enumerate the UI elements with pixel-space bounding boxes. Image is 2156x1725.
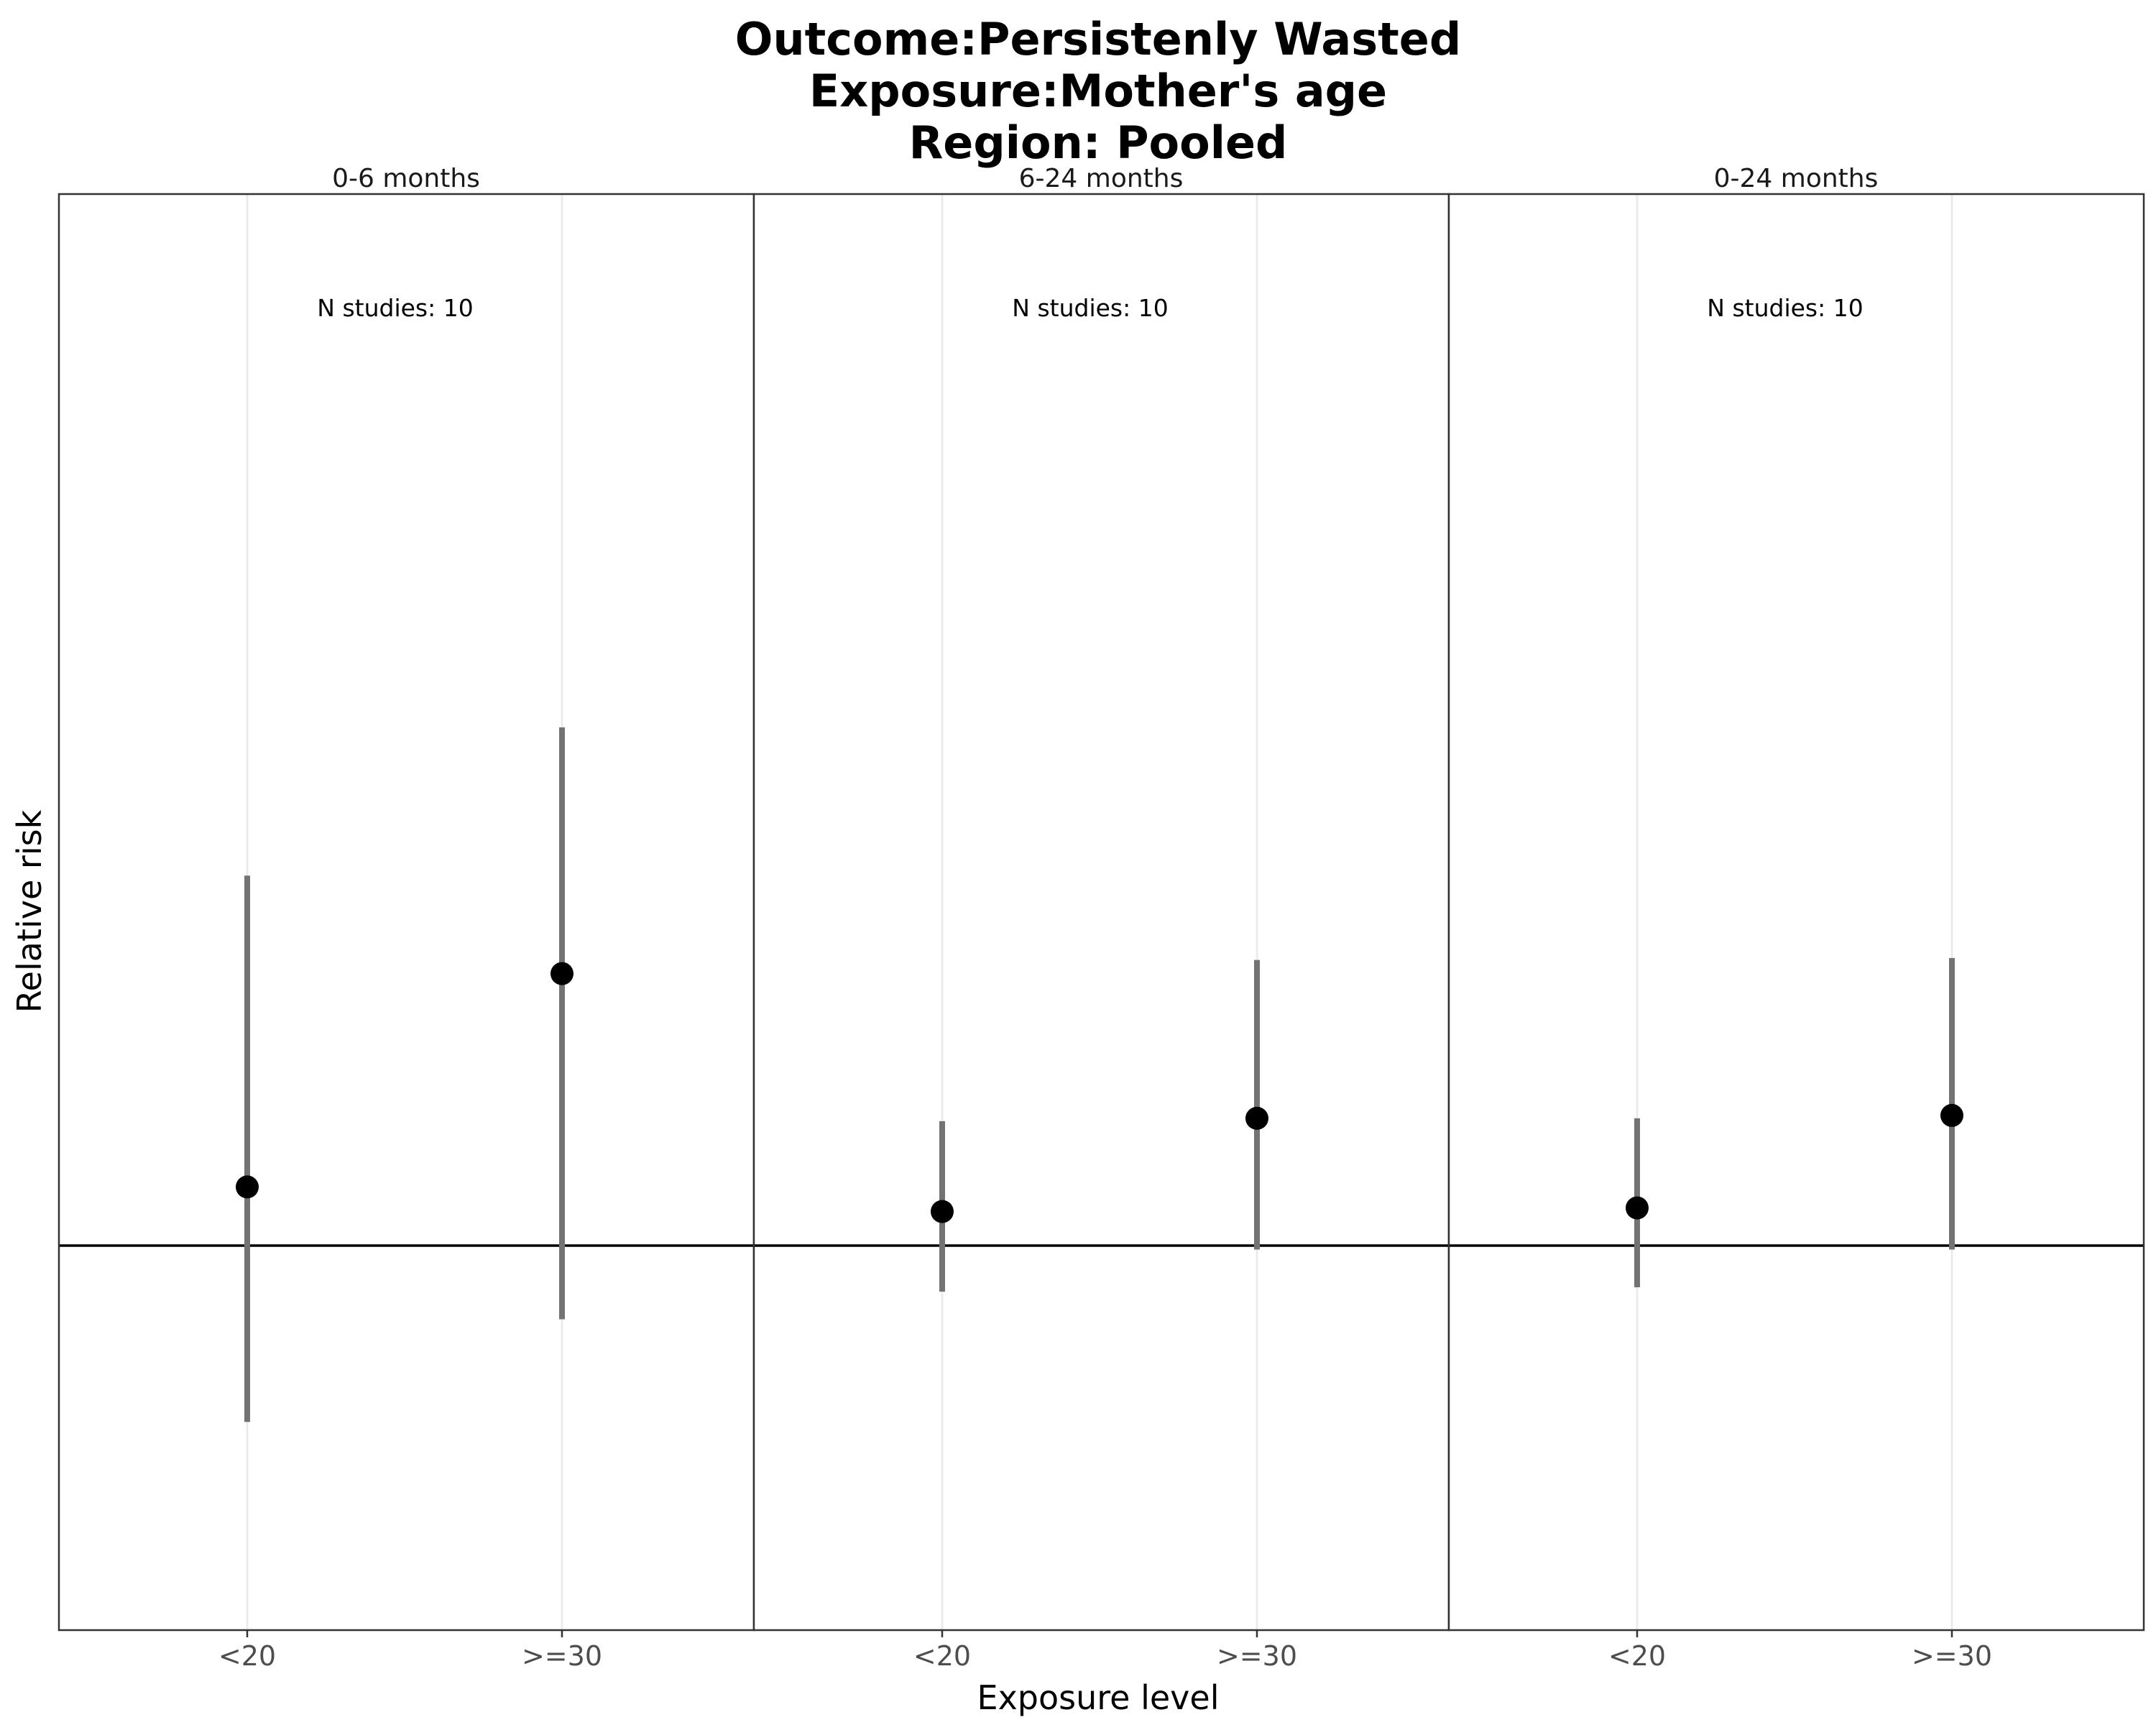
y-axis-title: Relative risk (10, 809, 49, 1013)
title-line-1: Outcome:Persistenly Wasted (735, 13, 1461, 65)
panel-background (59, 194, 754, 1630)
x-tick-label: <20 (218, 1640, 276, 1672)
data-point (550, 962, 573, 985)
facet-panel-3: 0-24 months N studies: 10 <20 >=30 (1447, 164, 2145, 1672)
data-point (236, 1175, 259, 1199)
n-studies-annotation: N studies: 10 (1707, 294, 1863, 322)
x-tick-label: >=30 (1217, 1640, 1297, 1672)
facet-strip-label: 0-24 months (1714, 164, 1879, 193)
data-point (1626, 1196, 1649, 1220)
panel-background (1449, 194, 2144, 1630)
x-tick-label: >=30 (522, 1640, 602, 1672)
x-tick-label: <20 (1608, 1640, 1666, 1672)
title-line-2: Exposure:Mother's age (809, 65, 1387, 117)
x-axis-title: Exposure level (977, 1678, 1220, 1717)
panel-background (754, 194, 1449, 1630)
panel-border (1447, 193, 2145, 1632)
data-point (931, 1200, 954, 1223)
n-studies-annotation: N studies: 10 (317, 294, 473, 322)
x-tick-label: <20 (913, 1640, 971, 1672)
x-tick-label: >=30 (1912, 1640, 1992, 1672)
facet-panel-2: 6-24 months N studies: 10 <20 >=30 (752, 164, 1450, 1672)
title-line-3: Region: Pooled (909, 116, 1288, 169)
data-point (1940, 1103, 1963, 1127)
facet-strip-label: 0-6 months (332, 164, 480, 193)
facet-panel-1: 0-6 months N studies: 10 <20 >=30 (57, 164, 755, 1672)
n-studies-annotation: N studies: 10 (1012, 294, 1168, 322)
data-point (1245, 1106, 1268, 1130)
facet-strip-label: 6-24 months (1019, 164, 1184, 193)
chart-title: Outcome:Persistenly Wasted Exposure:Moth… (735, 13, 1461, 169)
